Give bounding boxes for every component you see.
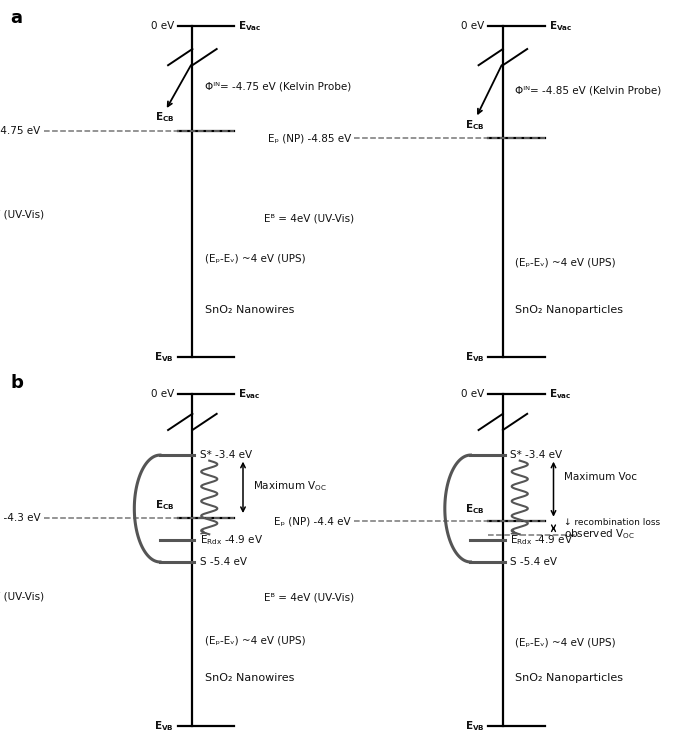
Text: 0 eV: 0 eV <box>151 389 174 399</box>
Text: SnO₂ Nanowires: SnO₂ Nanowires <box>205 673 294 683</box>
Text: SnO₂ Nanowires: SnO₂ Nanowires <box>205 304 294 315</box>
Text: 0 eV: 0 eV <box>151 21 174 31</box>
Text: Eₚ (NP) -4.4 eV: Eₚ (NP) -4.4 eV <box>274 517 351 526</box>
Text: $\mathregular{E_{VB}}$: $\mathregular{E_{VB}}$ <box>155 351 174 364</box>
Text: (Eₚ-Eᵥ) ~4 eV (UPS): (Eₚ-Eᵥ) ~4 eV (UPS) <box>205 254 305 264</box>
Text: Eₚ (NW) -4.75 eV: Eₚ (NW) -4.75 eV <box>0 126 40 136</box>
Text: S* -3.4 eV: S* -3.4 eV <box>200 450 252 460</box>
Text: $\mathregular{E_{Rdx}}$ -4.9 eV: $\mathregular{E_{Rdx}}$ -4.9 eV <box>510 533 574 547</box>
Text: Maximum V$_\mathregular{OC}$: Maximum V$_\mathregular{OC}$ <box>253 480 327 493</box>
Text: Eᴮ = 4eV (UV-Vis): Eᴮ = 4eV (UV-Vis) <box>0 209 44 220</box>
Text: Maximum Voc: Maximum Voc <box>564 472 637 482</box>
Text: $\mathregular{E_{vac}}$: $\mathregular{E_{vac}}$ <box>549 388 571 401</box>
Text: (Eₚ-Eᵥ) ~4 eV (UPS): (Eₚ-Eᵥ) ~4 eV (UPS) <box>515 637 616 647</box>
Text: $\mathregular{E_{vac}}$: $\mathregular{E_{vac}}$ <box>238 388 261 401</box>
Text: Eₚ (NP) -4.85 eV: Eₚ (NP) -4.85 eV <box>268 133 351 143</box>
Text: $\mathregular{E_{CB}}$: $\mathregular{E_{CB}}$ <box>465 118 485 131</box>
Text: $\mathregular{E_{Rdx}}$ -4.9 eV: $\mathregular{E_{Rdx}}$ -4.9 eV <box>200 533 263 547</box>
Text: S -5.4 eV: S -5.4 eV <box>510 557 558 567</box>
Text: 0 eV: 0 eV <box>462 21 485 31</box>
Text: $\mathregular{E_{CB}}$: $\mathregular{E_{CB}}$ <box>155 111 174 124</box>
Text: S -5.4 eV: S -5.4 eV <box>200 557 247 567</box>
Text: S* -3.4 eV: S* -3.4 eV <box>510 450 562 460</box>
Text: observed V$_\mathregular{OC}$: observed V$_\mathregular{OC}$ <box>564 527 634 541</box>
Text: $\mathregular{E_{Vac}}$: $\mathregular{E_{Vac}}$ <box>238 19 262 32</box>
Text: $\mathregular{E_{VB}}$: $\mathregular{E_{VB}}$ <box>465 719 485 733</box>
Text: Eᴮ = 4eV (UV-Vis): Eᴮ = 4eV (UV-Vis) <box>264 213 354 223</box>
Text: $\mathregular{E_{CB}}$: $\mathregular{E_{CB}}$ <box>465 502 485 516</box>
Text: SnO₂ Nanoparticles: SnO₂ Nanoparticles <box>515 673 623 683</box>
Text: Eᴮ = 4eV (UV-Vis): Eᴮ = 4eV (UV-Vis) <box>264 593 354 603</box>
Text: Φᴵᴺ= -4.85 eV (Kelvin Probe): Φᴵᴺ= -4.85 eV (Kelvin Probe) <box>515 85 662 95</box>
Text: (Eₚ-Eᵥ) ~4 eV (UPS): (Eₚ-Eᵥ) ~4 eV (UPS) <box>205 635 305 646</box>
Text: Eᴮ = 4eV (UV-Vis): Eᴮ = 4eV (UV-Vis) <box>0 591 44 601</box>
Text: ↓ recombination loss: ↓ recombination loss <box>564 518 659 527</box>
Text: $\mathregular{E_{Vac}}$: $\mathregular{E_{Vac}}$ <box>549 19 572 32</box>
Text: $\mathregular{E_{VB}}$: $\mathregular{E_{VB}}$ <box>155 719 174 733</box>
Text: SnO₂ Nanoparticles: SnO₂ Nanoparticles <box>515 304 623 315</box>
Text: a: a <box>10 10 22 27</box>
Text: $\mathregular{E_{VB}}$: $\mathregular{E_{VB}}$ <box>465 351 485 364</box>
Text: $\mathregular{E_{CB}}$: $\mathregular{E_{CB}}$ <box>155 498 174 511</box>
Text: Eₚ (NW) -4.3 eV: Eₚ (NW) -4.3 eV <box>0 513 40 523</box>
Text: (Eₚ-Eᵥ) ~4 eV (UPS): (Eₚ-Eᵥ) ~4 eV (UPS) <box>515 257 616 268</box>
Text: Φᴵᴺ= -4.75 eV (Kelvin Probe): Φᴵᴺ= -4.75 eV (Kelvin Probe) <box>205 82 351 91</box>
Text: 0 eV: 0 eV <box>462 389 485 399</box>
Text: b: b <box>10 374 23 392</box>
